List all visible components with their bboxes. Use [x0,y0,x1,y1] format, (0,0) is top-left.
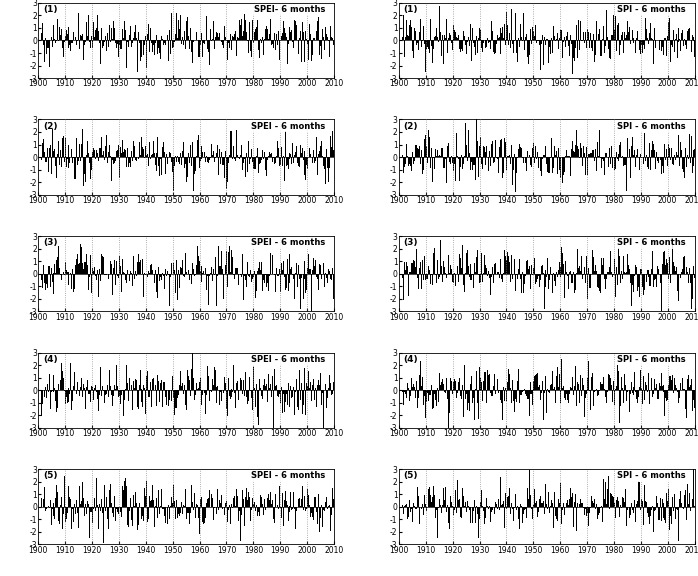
Text: SPI - 6 months: SPI - 6 months [617,5,685,14]
Text: (3): (3) [403,238,418,247]
Text: SPEI - 6 months: SPEI - 6 months [251,471,325,480]
Text: SPI - 6 months: SPI - 6 months [617,471,685,480]
Text: (4): (4) [403,355,418,364]
Text: SPI - 6 months: SPI - 6 months [617,238,685,247]
Text: (1): (1) [403,5,418,14]
Text: SPI - 6 months: SPI - 6 months [617,355,685,364]
Text: SPEI - 6 months: SPEI - 6 months [251,122,325,131]
Text: SPEI - 6 months: SPEI - 6 months [251,238,325,247]
Text: SPEI- 6 months: SPEI- 6 months [253,5,325,14]
Text: (4): (4) [43,355,57,364]
Text: SPEI - 6 months: SPEI - 6 months [251,355,325,364]
Text: (5): (5) [403,471,418,480]
Text: SPI - 6 months: SPI - 6 months [617,122,685,131]
Text: (2): (2) [403,122,418,131]
Text: (5): (5) [43,471,57,480]
Text: (1): (1) [43,5,57,14]
Text: (2): (2) [43,122,57,131]
Text: (3): (3) [43,238,57,247]
